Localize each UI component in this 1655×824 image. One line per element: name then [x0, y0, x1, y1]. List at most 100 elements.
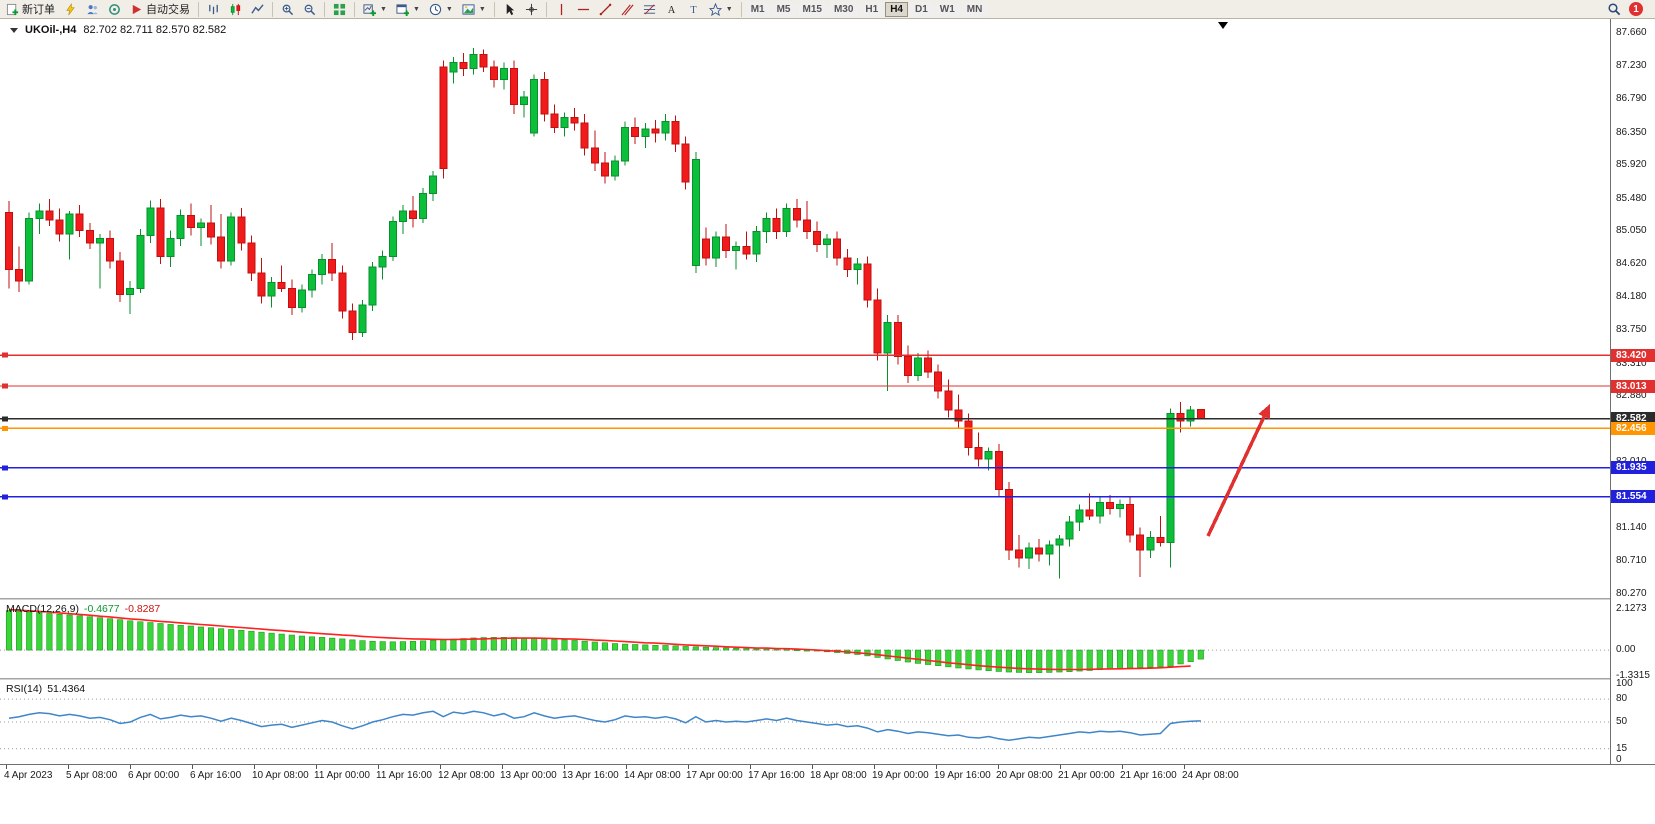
macd-bar — [86, 616, 93, 651]
templates-button[interactable]: ▼ — [458, 1, 490, 18]
time-label: 17 Apr 16:00 — [748, 770, 805, 781]
macd-bar — [460, 638, 467, 651]
add-chart-button[interactable]: ▼ — [392, 1, 424, 18]
market-watch-button[interactable] — [104, 1, 125, 18]
macd-bar — [975, 649, 982, 671]
hline-anchor[interactable] — [2, 465, 8, 471]
time-tick — [502, 765, 503, 769]
timeframe-MN[interactable]: MN — [961, 1, 988, 17]
candle-body — [772, 218, 781, 232]
panel-splitter[interactable] — [0, 598, 1655, 600]
timeframe-M5[interactable]: M5 — [771, 1, 796, 17]
macd-bar — [601, 642, 608, 651]
zoom-in-button[interactable] — [277, 1, 298, 18]
tile-windows-button[interactable] — [329, 1, 350, 18]
macd-bar — [409, 640, 417, 651]
candle-body — [883, 322, 892, 354]
price-tick: 84.180 — [1616, 291, 1647, 303]
trend-arrow-head[interactable] — [1258, 404, 1270, 420]
hline-anchor[interactable] — [2, 352, 8, 358]
trendline-button[interactable] — [595, 1, 616, 18]
fibonacci-button[interactable] — [639, 1, 660, 18]
time-label: 12 Apr 08:00 — [438, 770, 495, 781]
macd-canvas[interactable] — [0, 600, 1610, 678]
rsi-canvas[interactable] — [0, 680, 1610, 764]
vertical-line-button[interactable] — [551, 1, 572, 18]
horizontal-line-button[interactable] — [573, 1, 594, 18]
timeframe-W1[interactable]: W1 — [934, 1, 960, 17]
candle-body — [903, 356, 912, 377]
panel-splitter[interactable] — [0, 678, 1655, 680]
candle-body — [853, 263, 862, 270]
price-tick: 87.660 — [1616, 27, 1647, 39]
time-tick — [998, 765, 999, 769]
time-tick — [130, 765, 131, 769]
chart-shift-marker[interactable] — [1218, 22, 1228, 29]
time-tick — [254, 765, 255, 769]
hline-anchor[interactable] — [2, 425, 8, 431]
line-chart-button[interactable] — [247, 1, 268, 18]
profiles-icon — [86, 3, 99, 16]
time-tick — [936, 765, 937, 769]
hline-anchor[interactable] — [2, 416, 8, 422]
macd-bar — [106, 618, 114, 651]
cursor-button[interactable] — [499, 1, 520, 18]
timeframe-D1[interactable]: D1 — [910, 1, 933, 17]
candle-body — [237, 216, 246, 244]
macd-bar — [430, 639, 437, 651]
time-axis[interactable]: 4 Apr 2023 5 Apr 08:00 6 Apr 00:00 6 Apr 16… — [0, 764, 1655, 790]
time-tick — [68, 765, 69, 769]
hline-anchor[interactable] — [2, 494, 8, 500]
macd-bar — [440, 639, 447, 651]
candlestick-chart-button[interactable] — [225, 1, 246, 18]
macd-bar — [177, 624, 184, 651]
time-label: 13 Apr 16:00 — [562, 770, 619, 781]
time-label: 24 Apr 08:00 — [1182, 770, 1239, 781]
timeframe-M15[interactable]: M15 — [797, 1, 827, 17]
main-chart-canvas[interactable] — [0, 19, 1610, 598]
candle-body — [439, 66, 448, 169]
candle-body — [459, 61, 468, 69]
text-tool-button[interactable]: A — [661, 1, 682, 18]
toolbar-separator — [198, 1, 199, 17]
candle-body — [318, 259, 327, 276]
macd-bar — [1137, 649, 1144, 668]
timeframe-M1[interactable]: M1 — [745, 1, 770, 17]
bar-chart-button[interactable] — [203, 1, 224, 18]
trend-arrow-line[interactable] — [1206, 415, 1266, 537]
macd-bar — [632, 644, 639, 651]
crosshair-icon — [525, 3, 538, 16]
timeframe-H4[interactable]: H4 — [885, 1, 908, 17]
candle-body — [742, 246, 751, 255]
macd-bar — [642, 644, 649, 651]
auto-trading-button[interactable]: 自动交易 — [126, 1, 194, 18]
zoom-out-button[interactable] — [299, 1, 320, 18]
new-order-button[interactable]: 新订单 — [2, 1, 59, 18]
profiles-button[interactable] — [82, 1, 103, 18]
macd-bar — [652, 644, 659, 651]
search-icon[interactable] — [1607, 2, 1621, 16]
candle-body — [873, 299, 882, 354]
candle-body — [1105, 501, 1114, 509]
time-label: 11 Apr 00:00 — [314, 770, 370, 781]
periods-button[interactable]: ▼ — [425, 1, 457, 18]
notification-badge[interactable]: 1 — [1629, 2, 1643, 16]
channel-button[interactable] — [617, 1, 638, 18]
macd-signal-value: -0.8287 — [124, 603, 161, 615]
svg-text:T: T — [690, 5, 697, 16]
shapes-button[interactable]: ▼ — [705, 1, 737, 18]
macd-bar — [218, 628, 225, 651]
crosshair-button[interactable] — [521, 1, 542, 18]
candle-body — [651, 128, 660, 134]
time-label: 17 Apr 00:00 — [686, 770, 743, 781]
label-tool-button[interactable]: T — [683, 1, 704, 18]
timeframe-M30[interactable]: M30 — [828, 1, 859, 17]
candle-body — [934, 371, 943, 392]
timeframe-H1[interactable]: H1 — [860, 1, 884, 17]
quotes-button[interactable] — [60, 1, 81, 18]
indicators-button[interactable]: ▼ — [359, 1, 391, 18]
price-axis[interactable]: 83.420 83.013 82.582 82.456 81.935 81.554 87.6… — [1610, 19, 1655, 765]
candle-body — [308, 274, 316, 291]
hline-anchor[interactable] — [2, 383, 8, 389]
